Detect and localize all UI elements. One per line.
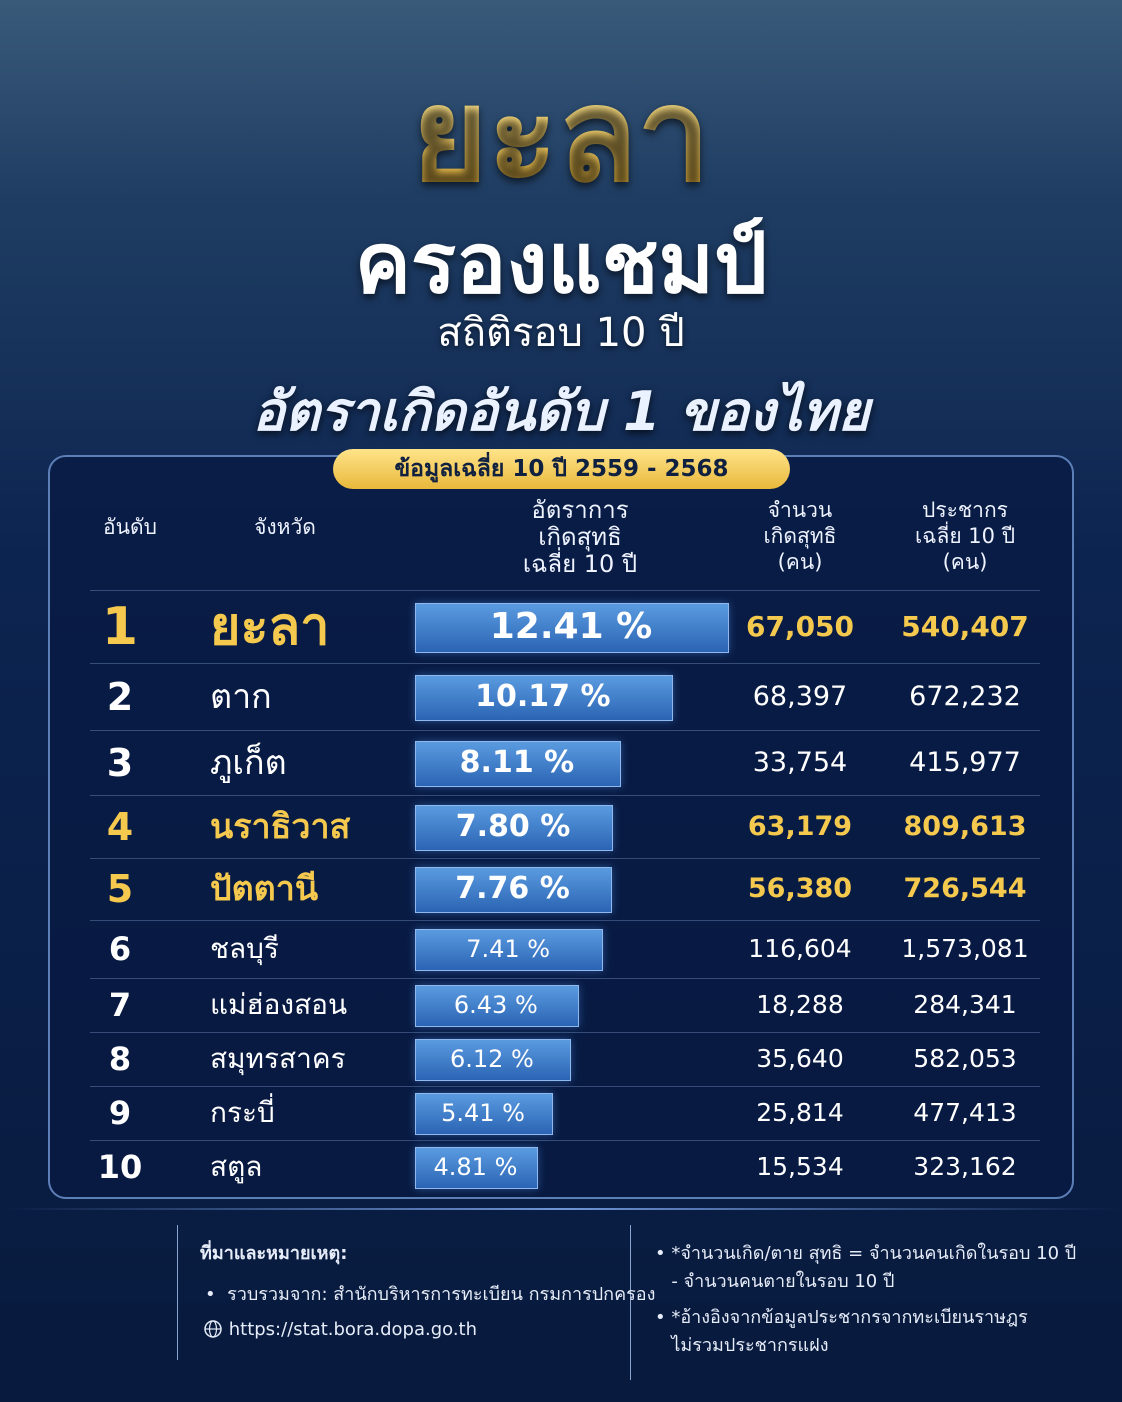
separator — [90, 795, 1040, 796]
province: กระบี่ — [210, 1096, 275, 1129]
divider — [630, 1225, 631, 1380]
population: 540,407 — [901, 609, 1029, 643]
rate-label: 6.12 % — [449, 1045, 534, 1073]
rate-label: 8.11 % — [459, 744, 575, 780]
province: นราธิวาส — [210, 806, 351, 847]
note-text: *จำนวนเกิด/ตาย สุทธิ = จำนวนคนเกิดในรอบ … — [671, 1243, 1077, 1292]
rank: 10 — [97, 1147, 143, 1186]
province: ภูเก็ต — [210, 742, 287, 783]
rate-label: 5.41 % — [441, 1099, 525, 1127]
births: 15,534 — [756, 1151, 844, 1181]
rate-bar — [415, 674, 673, 721]
province: ตาก — [210, 676, 272, 717]
rate-bar — [415, 602, 729, 653]
note-text: *อ้างอิงจากข้อมูลประชากรจากทะเบียนราษฎร … — [671, 1307, 1028, 1356]
headline: อัตราเกิดอันดับ 1 ของไทย — [252, 380, 870, 443]
rate-label: 4.81 % — [433, 1152, 518, 1181]
column-header: จำนวน เกิดสุทธิ (คน) — [763, 498, 837, 574]
rank: 3 — [106, 740, 134, 785]
separator — [90, 663, 1040, 664]
rate-label: 7.80 % — [455, 808, 571, 844]
rank: 8 — [108, 1040, 132, 1078]
rank: 1 — [101, 596, 139, 657]
population: 809,613 — [903, 810, 1027, 842]
province: แม่ฮ่องสอน — [210, 988, 348, 1021]
separator — [90, 1140, 1040, 1141]
column-header: ประชากร เฉลี่ย 10 ปี (คน) — [914, 498, 1016, 574]
rank: 2 — [106, 674, 134, 719]
url-line: https://stat.bora.dopa.go.th — [203, 1316, 477, 1344]
rate-label: 12.41 % — [489, 605, 653, 647]
source-text: รวบรวมจาก: สำนักบริหารการทะเบียน กรมการป… — [227, 1284, 656, 1305]
population: 284,341 — [913, 990, 1017, 1019]
province: สมุทรสาคร — [210, 1042, 346, 1075]
title: ยะลา — [0, 60, 1122, 210]
rank: 7 — [108, 986, 132, 1024]
births: 116,604 — [748, 934, 852, 963]
rate-bar — [415, 804, 614, 851]
badge: ข้อมูลเฉลี่ย 10 ปี 2559 - 2568 — [333, 449, 790, 489]
rate-bar — [415, 740, 621, 787]
births: 56,380 — [747, 873, 853, 904]
column-header: จังหวัด — [254, 515, 316, 539]
births: 67,050 — [745, 609, 855, 643]
rank: 6 — [108, 930, 132, 968]
province: ปัตตานี — [210, 869, 319, 909]
province: สตูล — [210, 1149, 263, 1183]
births: 33,754 — [752, 746, 848, 778]
column-header: อัตราการ เกิดสุทธิ เฉลี่ย 10 ปี — [522, 496, 638, 578]
source: • รวบรวมจาก: สำนักบริหารการทะเบียน กรมกา… — [205, 1284, 656, 1305]
births: 25,814 — [756, 1098, 844, 1127]
url[interactable]: https://stat.bora.dopa.go.th — [228, 1319, 478, 1340]
population: 323,162 — [913, 1151, 1017, 1181]
rate-label: 6.43 % — [453, 991, 538, 1019]
separator — [90, 590, 1040, 591]
births: 35,640 — [756, 1044, 844, 1073]
population: 1,573,081 — [901, 934, 1029, 963]
province: ชลบุรี — [210, 932, 279, 965]
rank: 4 — [106, 804, 134, 849]
births: 68,397 — [752, 680, 848, 712]
note: • *จำนวนเกิด/ตาย สุทธิ = จำนวนคนเกิดในรอ… — [655, 1240, 1076, 1296]
tagline: สถิติรอบ 10 ปี — [437, 310, 685, 356]
rate-bar — [415, 867, 613, 913]
subtitle: ครองแชมป์ — [354, 214, 768, 312]
births: 18,288 — [756, 990, 844, 1019]
rate-label: 7.41 % — [466, 935, 551, 963]
separator — [90, 920, 1040, 921]
column-header: อันดับ — [103, 515, 157, 539]
births: 63,179 — [747, 810, 853, 842]
rate-label: 7.76 % — [455, 871, 570, 906]
population: 415,977 — [909, 746, 1021, 778]
note: • *อ้างอิงจากข้อมูลประชากรจากทะเบียนราษฎ… — [655, 1304, 1028, 1360]
province: ยะลา — [210, 596, 330, 657]
globe-icon — [204, 1320, 222, 1338]
rate-bar — [415, 985, 579, 1027]
source-title: ที่มาและหมายเหตุ: — [200, 1243, 348, 1264]
separator — [90, 730, 1040, 731]
divider — [177, 1225, 178, 1360]
separator — [90, 1032, 1040, 1033]
rate-label: 10.17 % — [475, 678, 611, 714]
rate-bar — [415, 1039, 571, 1081]
rate-bar — [415, 929, 604, 971]
rank: 5 — [106, 867, 134, 911]
divider — [0, 1208, 1122, 1210]
rate-bar — [415, 1093, 553, 1135]
separator — [90, 978, 1040, 979]
rank: 9 — [108, 1094, 132, 1132]
rate-bar — [415, 1146, 538, 1189]
population: 726,544 — [903, 873, 1027, 904]
separator — [90, 858, 1040, 859]
population: 477,413 — [913, 1098, 1017, 1127]
population: 582,053 — [913, 1044, 1017, 1073]
separator — [90, 1086, 1040, 1087]
population: 672,232 — [909, 680, 1021, 712]
